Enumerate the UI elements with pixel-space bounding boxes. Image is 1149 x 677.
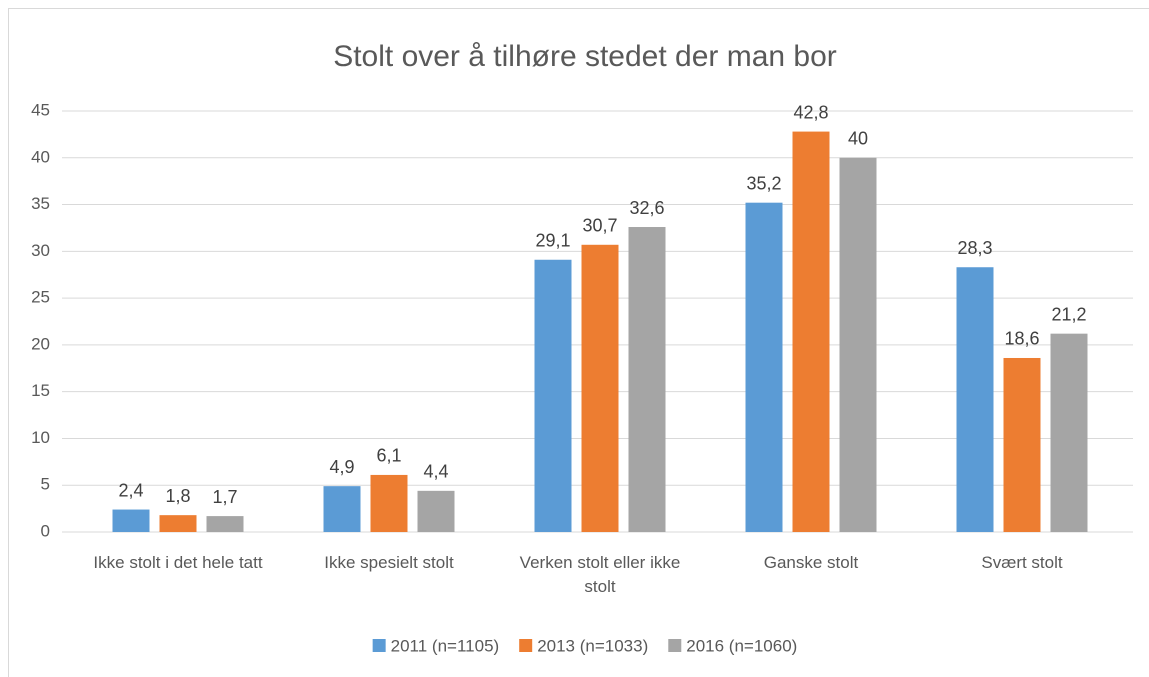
data-label: 6,1 [376,446,401,466]
y-tick-label: 10 [31,428,50,447]
bar [370,474,408,532]
data-label: 1,7 [212,487,237,507]
bar [745,202,783,532]
bar [534,259,572,532]
bar [1050,333,1088,532]
x-tick-label: Svært stolt [981,553,1063,572]
y-tick-label: 40 [31,147,50,166]
y-tick-label: 15 [31,381,50,400]
legend-label: 2011 (n=1105) [391,636,500,655]
y-tick-label: 20 [31,334,50,353]
x-tick-label: Verken stolt eller ikke stolt [520,553,681,596]
data-label: 32,6 [629,198,664,218]
data-label: 18,6 [1004,329,1039,349]
y-tick-label: 0 [41,521,50,540]
data-label: 29,1 [535,231,570,251]
legend-swatch [668,639,682,652]
data-label: 40 [848,129,868,149]
legend-label: 2013 (n=1033) [537,636,648,655]
data-label: 2,4 [118,480,143,500]
data-label: 35,2 [746,173,781,193]
y-tick-label: 35 [31,194,50,213]
legend-swatch [519,639,533,652]
bar [839,157,877,532]
data-label: 21,2 [1051,304,1086,324]
data-label: 4,9 [329,457,354,477]
data-label: 28,3 [957,238,992,258]
legend-swatch [372,639,386,652]
y-tick-label: 5 [41,475,50,494]
bar [112,509,150,532]
x-tick-label: Ikke spesielt stolt [324,553,454,572]
bar [206,516,244,532]
bar [956,267,994,532]
data-label: 1,8 [165,486,190,506]
chart-title: Stolt over å tilhøre stedet der man bor [333,40,837,73]
legend-label: 2016 (n=1060) [686,636,797,655]
x-tick-label: Ikke stolt i det hele tatt [93,553,262,572]
x-tick-label: Ganske stolt [764,553,859,572]
bar [159,515,197,532]
data-label: 42,8 [793,102,828,122]
bar [417,490,455,532]
y-tick-label: 45 [31,100,50,119]
bar [323,486,361,532]
bar [792,131,830,533]
data-label: 4,4 [423,462,448,482]
y-tick-label: 30 [31,241,50,260]
bar [628,227,666,532]
y-tick-label: 25 [31,288,50,307]
bar [1003,357,1041,532]
data-label: 30,7 [582,216,617,236]
bar [581,244,619,533]
